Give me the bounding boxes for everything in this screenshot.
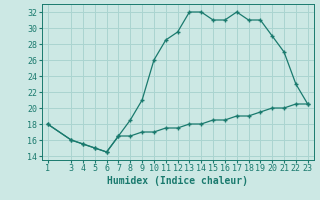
X-axis label: Humidex (Indice chaleur): Humidex (Indice chaleur) (107, 176, 248, 186)
